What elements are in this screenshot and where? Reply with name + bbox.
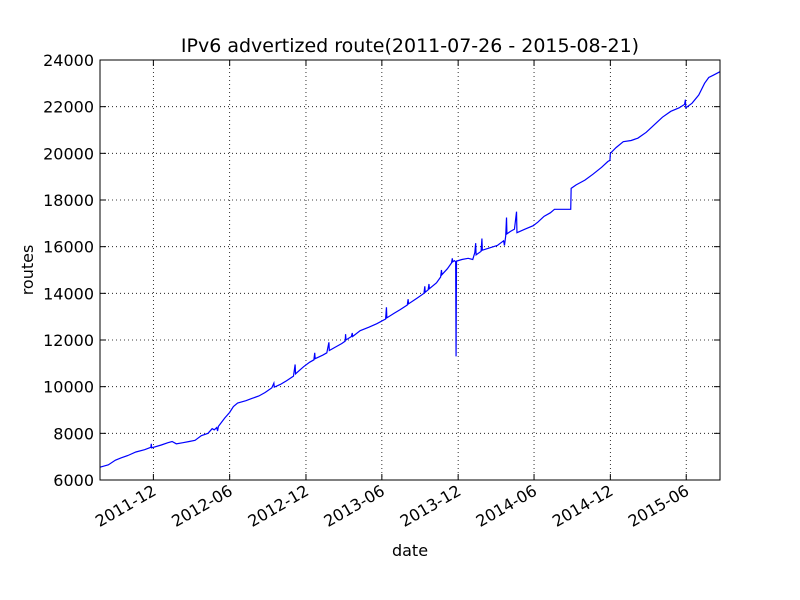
y-tick-label: 12000 — [43, 331, 94, 350]
y-tick-label: 8000 — [53, 424, 94, 443]
chart-title: IPv6 advertized route(2011-07-26 - 2015-… — [181, 35, 639, 57]
plot-area — [99, 71, 721, 468]
y-tick-label: 20000 — [43, 144, 94, 163]
series-line — [99, 71, 721, 468]
axes-frame — [99, 59, 721, 481]
x-axis-label: date — [392, 541, 428, 560]
y-axis-label: routes — [18, 245, 37, 296]
y-tick-label: 24000 — [43, 51, 94, 70]
y-tick-label: 6000 — [53, 471, 94, 490]
y-tick-label: 10000 — [43, 378, 94, 397]
y-tick-label: 14000 — [43, 284, 94, 303]
y-tick-label: 22000 — [43, 98, 94, 117]
y-tick-label: 16000 — [43, 238, 94, 257]
y-tick-label: 18000 — [43, 191, 94, 210]
